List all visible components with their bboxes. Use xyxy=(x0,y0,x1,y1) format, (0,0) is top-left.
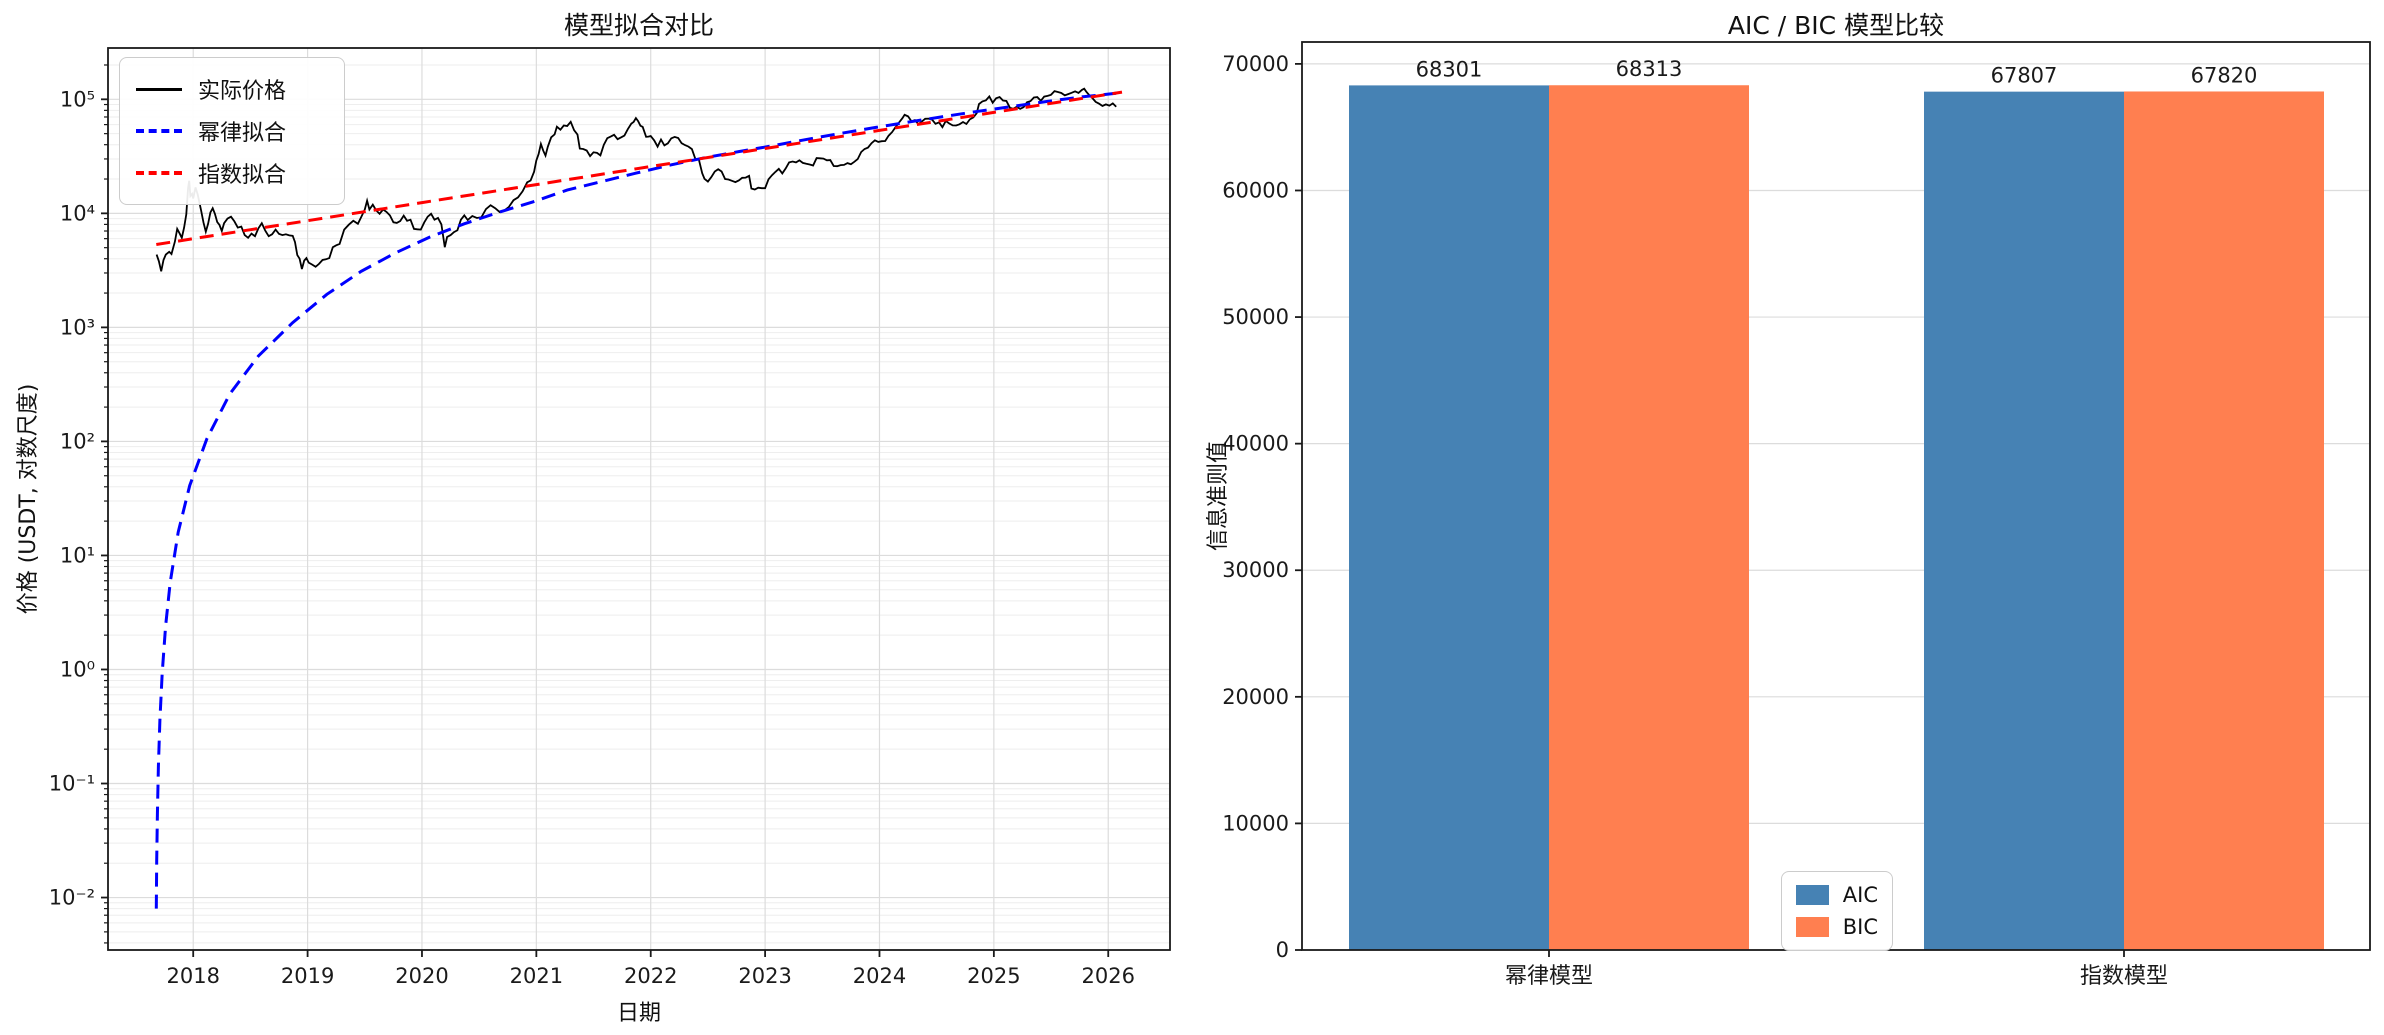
right-yaxis-label: 信息准则值 xyxy=(1206,440,1231,552)
y-tick-label: 10000 xyxy=(1222,811,1289,835)
actual-price-line xyxy=(155,87,1117,272)
bar-value-label: 67807 xyxy=(1991,64,2058,88)
legend-label-exponential-fit: 指数拟合 xyxy=(198,163,287,188)
left-chart-frame xyxy=(107,47,1171,951)
y-tick-label: 10³ xyxy=(60,315,95,339)
power-law-fit-line-swatch xyxy=(136,129,182,133)
right-chart: 68301 67807 68313 67820 0 10000 20000 30000 4000… xyxy=(1222,41,2371,989)
bar-value-label: 68313 xyxy=(1616,57,1683,81)
left-chart-legend: 实际价格 幂律拟合 指数拟合 xyxy=(119,57,345,205)
y-tick-label: 10² xyxy=(60,429,95,453)
x-tick-label: 2025 xyxy=(967,964,1020,988)
y-tick-label: 10⁵ xyxy=(60,87,95,111)
left-chart-series xyxy=(154,87,1123,909)
right-chart-legend: AIC BIC xyxy=(1781,871,1893,951)
y-tick-label: 30000 xyxy=(1222,558,1289,582)
left-yaxis-label: 价格 (USDT, 对数尺度) xyxy=(16,383,41,615)
legend-label-power-law-fit: 幂律拟合 xyxy=(198,121,287,146)
x-tick-label: 幂律模型 xyxy=(1505,964,1593,989)
x-tick-label: 2018 xyxy=(166,964,219,988)
x-tick-label: 2024 xyxy=(853,964,906,988)
y-tick-label: 10⁰ xyxy=(60,657,95,681)
x-tick-label: 2023 xyxy=(738,964,791,988)
x-tick-label: 2021 xyxy=(510,964,563,988)
y-tick-label: 20000 xyxy=(1222,685,1289,709)
left-xaxis-label: 日期 xyxy=(616,1001,662,1026)
legend-label-actual-price: 实际价格 xyxy=(198,79,287,104)
aic-bar xyxy=(1924,91,2124,950)
left-chart-title: 模型拟合对比 xyxy=(563,11,715,40)
x-tick-label: 2020 xyxy=(395,964,448,988)
y-tick-label: 50000 xyxy=(1222,305,1289,329)
bic-bar xyxy=(2124,91,2324,950)
right-chart-title: AIC / BIC 模型比较 xyxy=(1727,11,1945,40)
x-tick-label: 2026 xyxy=(1082,964,1135,988)
y-tick-label: 10⁴ xyxy=(60,201,95,225)
y-tick-label: 60000 xyxy=(1222,178,1289,202)
legend-row-bic: BIC xyxy=(1782,911,1892,943)
x-tick-label: 2022 xyxy=(624,964,677,988)
legend-label-bic: BIC xyxy=(1842,915,1878,939)
y-tick-label: 10¹ xyxy=(60,543,95,567)
legend-row-aic: AIC xyxy=(1782,879,1892,911)
bic-bar xyxy=(1549,85,1749,951)
bar-value-label: 67820 xyxy=(2191,63,2258,87)
y-tick-label: 10⁻² xyxy=(49,886,95,910)
y-tick-label: 70000 xyxy=(1222,52,1289,76)
legend-row-actual-price: 实际价格 xyxy=(120,68,344,110)
actual-price-line-swatch xyxy=(136,87,182,91)
left-chart-ticks: 2018 2019 2020 2021 2022 2023 2024 2025 2026 10⁻²… xyxy=(49,64,1135,988)
exponential-fit-line-swatch xyxy=(136,171,182,175)
right-chart-ticks: 0 10000 20000 30000 40000 50000 60000 70000 幂律模型… xyxy=(1222,52,2168,989)
x-tick-label: 指数模型 xyxy=(2080,964,2168,989)
y-tick-label: 40000 xyxy=(1222,432,1289,456)
y-tick-label: 10⁻¹ xyxy=(49,772,95,796)
power-law-fit-line xyxy=(154,91,1117,909)
legend-label-aic: AIC xyxy=(1842,883,1878,907)
legend-row-exponential-fit: 指数拟合 xyxy=(120,152,344,194)
right-chart-bars: 68301 67807 68313 67820 xyxy=(1349,57,2324,951)
y-tick-label: 0 xyxy=(1276,938,1289,962)
bic-color-patch xyxy=(1796,917,1829,937)
x-tick-label: 2019 xyxy=(281,964,334,988)
aic-bar xyxy=(1349,85,1549,950)
aic-color-patch xyxy=(1796,885,1829,905)
legend-row-power-law-fit: 幂律拟合 xyxy=(120,110,344,152)
bar-value-label: 68301 xyxy=(1416,57,1483,81)
